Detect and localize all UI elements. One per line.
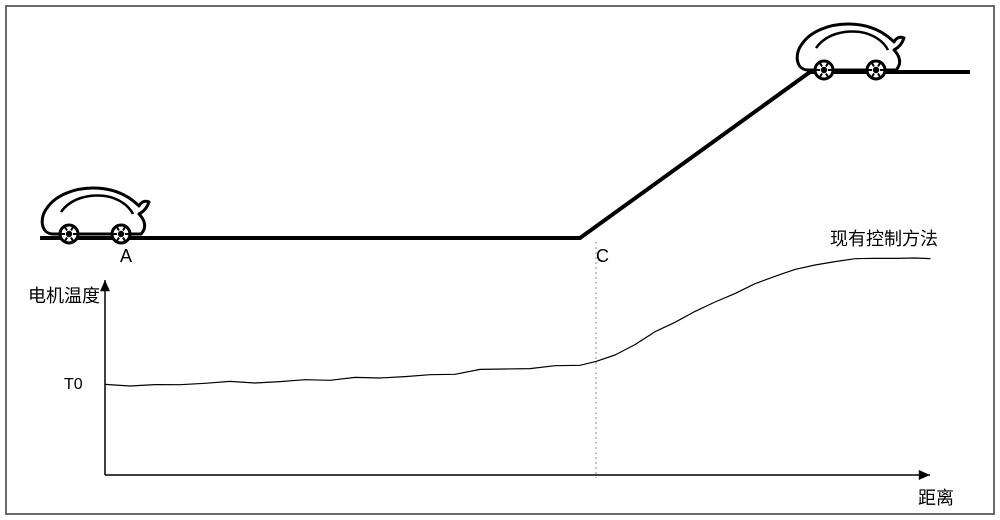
legend-existing-method: 现有控制方法	[830, 225, 938, 251]
diagram-stage: A C 现有控制方法 电机温度 T0 距离	[0, 0, 1000, 520]
x-axis-label: 距离	[918, 484, 954, 510]
diagram-svg	[0, 0, 1000, 520]
y-axis-label: 电机温度	[28, 282, 100, 308]
y-tick-t0: T0	[64, 376, 83, 394]
point-c-label: C	[596, 246, 609, 267]
point-a-label: A	[120, 246, 132, 267]
